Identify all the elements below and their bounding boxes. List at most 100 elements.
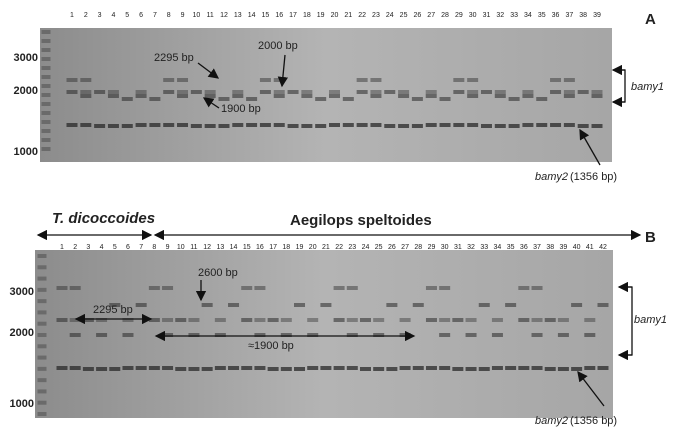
- band: [267, 318, 279, 322]
- band: [359, 367, 371, 371]
- annotation: 1900 bp: [221, 103, 261, 115]
- band: [467, 94, 479, 98]
- band: [41, 30, 51, 34]
- band: [563, 78, 575, 82]
- lane-number: 19: [296, 244, 304, 251]
- annotation: ≈1900 bp: [248, 340, 294, 352]
- lane-number: 35: [538, 12, 546, 19]
- lane-number: 40: [573, 244, 581, 251]
- band: [453, 78, 465, 82]
- band: [398, 124, 410, 128]
- annotation: 2295 bp: [154, 52, 194, 64]
- band: [204, 124, 216, 128]
- band: [41, 102, 51, 106]
- band: [121, 97, 133, 101]
- band: [346, 286, 358, 290]
- band: [37, 355, 47, 360]
- lane-number: 2: [84, 12, 88, 19]
- band: [439, 366, 451, 370]
- lane-number: 3: [98, 12, 102, 19]
- gene-label: bamy2: [535, 415, 568, 427]
- band: [465, 333, 477, 337]
- lane-number: 31: [454, 244, 462, 251]
- band: [163, 123, 175, 127]
- band: [135, 303, 147, 307]
- band: [384, 90, 396, 94]
- group-label: Aegilops speltoides: [290, 212, 432, 229]
- band: [41, 120, 51, 124]
- band: [121, 124, 133, 128]
- lane-number: 27: [427, 12, 435, 19]
- lane-number: 38: [579, 12, 587, 19]
- band: [563, 123, 575, 127]
- band: [163, 90, 175, 94]
- annotation: 2000 bp: [258, 40, 298, 52]
- band: [505, 303, 517, 307]
- panel-label: B: [645, 229, 656, 246]
- band: [550, 78, 562, 82]
- band: [591, 124, 603, 128]
- band: [342, 97, 354, 101]
- bracket: [620, 286, 633, 356]
- band: [94, 124, 106, 128]
- band: [508, 124, 520, 128]
- lane-number: 31: [483, 12, 491, 19]
- band: [259, 78, 271, 82]
- band: [232, 90, 244, 94]
- lane-number: 36: [520, 244, 528, 251]
- band: [571, 303, 583, 307]
- band: [531, 286, 543, 290]
- band: [41, 147, 51, 151]
- band: [204, 90, 216, 94]
- band: [315, 124, 327, 128]
- lane-number: 38: [546, 244, 554, 251]
- band: [190, 124, 202, 128]
- band: [66, 123, 78, 127]
- lane-number: 39: [560, 244, 568, 251]
- lane-number: 13: [216, 244, 224, 251]
- band: [307, 366, 319, 370]
- lane-number: 12: [203, 244, 211, 251]
- band: [204, 94, 216, 98]
- lane-number: 18: [303, 12, 311, 19]
- lane-number: 24: [386, 12, 394, 19]
- lane-number: 26: [388, 244, 396, 251]
- band: [536, 97, 548, 101]
- band: [273, 90, 285, 94]
- lane-number: 32: [467, 244, 475, 251]
- lane-number: 29: [455, 12, 463, 19]
- band: [37, 299, 47, 304]
- band: [425, 366, 437, 370]
- band: [307, 318, 319, 322]
- band: [109, 367, 121, 371]
- band: [246, 97, 258, 101]
- band: [135, 366, 147, 370]
- band: [531, 318, 543, 322]
- ladder-label: 1000: [14, 146, 38, 158]
- band: [333, 366, 345, 370]
- band: [557, 318, 569, 322]
- lane-number: 9: [166, 244, 170, 251]
- band: [56, 286, 68, 290]
- band: [228, 303, 240, 307]
- band: [96, 367, 108, 371]
- band: [563, 90, 575, 94]
- band: [37, 254, 47, 258]
- band: [201, 367, 213, 371]
- band: [41, 48, 51, 52]
- band: [453, 123, 465, 127]
- band: [241, 286, 253, 290]
- lane-number: 21: [344, 12, 352, 19]
- band: [56, 318, 68, 322]
- band: [162, 366, 174, 370]
- band: [259, 90, 271, 94]
- lane-number: 15: [243, 244, 251, 251]
- lane-number: 18: [282, 244, 290, 251]
- band: [591, 90, 603, 94]
- lane-number: 27: [401, 244, 409, 251]
- band: [315, 97, 327, 101]
- band: [320, 303, 332, 307]
- band: [597, 366, 609, 370]
- band: [37, 389, 47, 394]
- band: [550, 90, 562, 94]
